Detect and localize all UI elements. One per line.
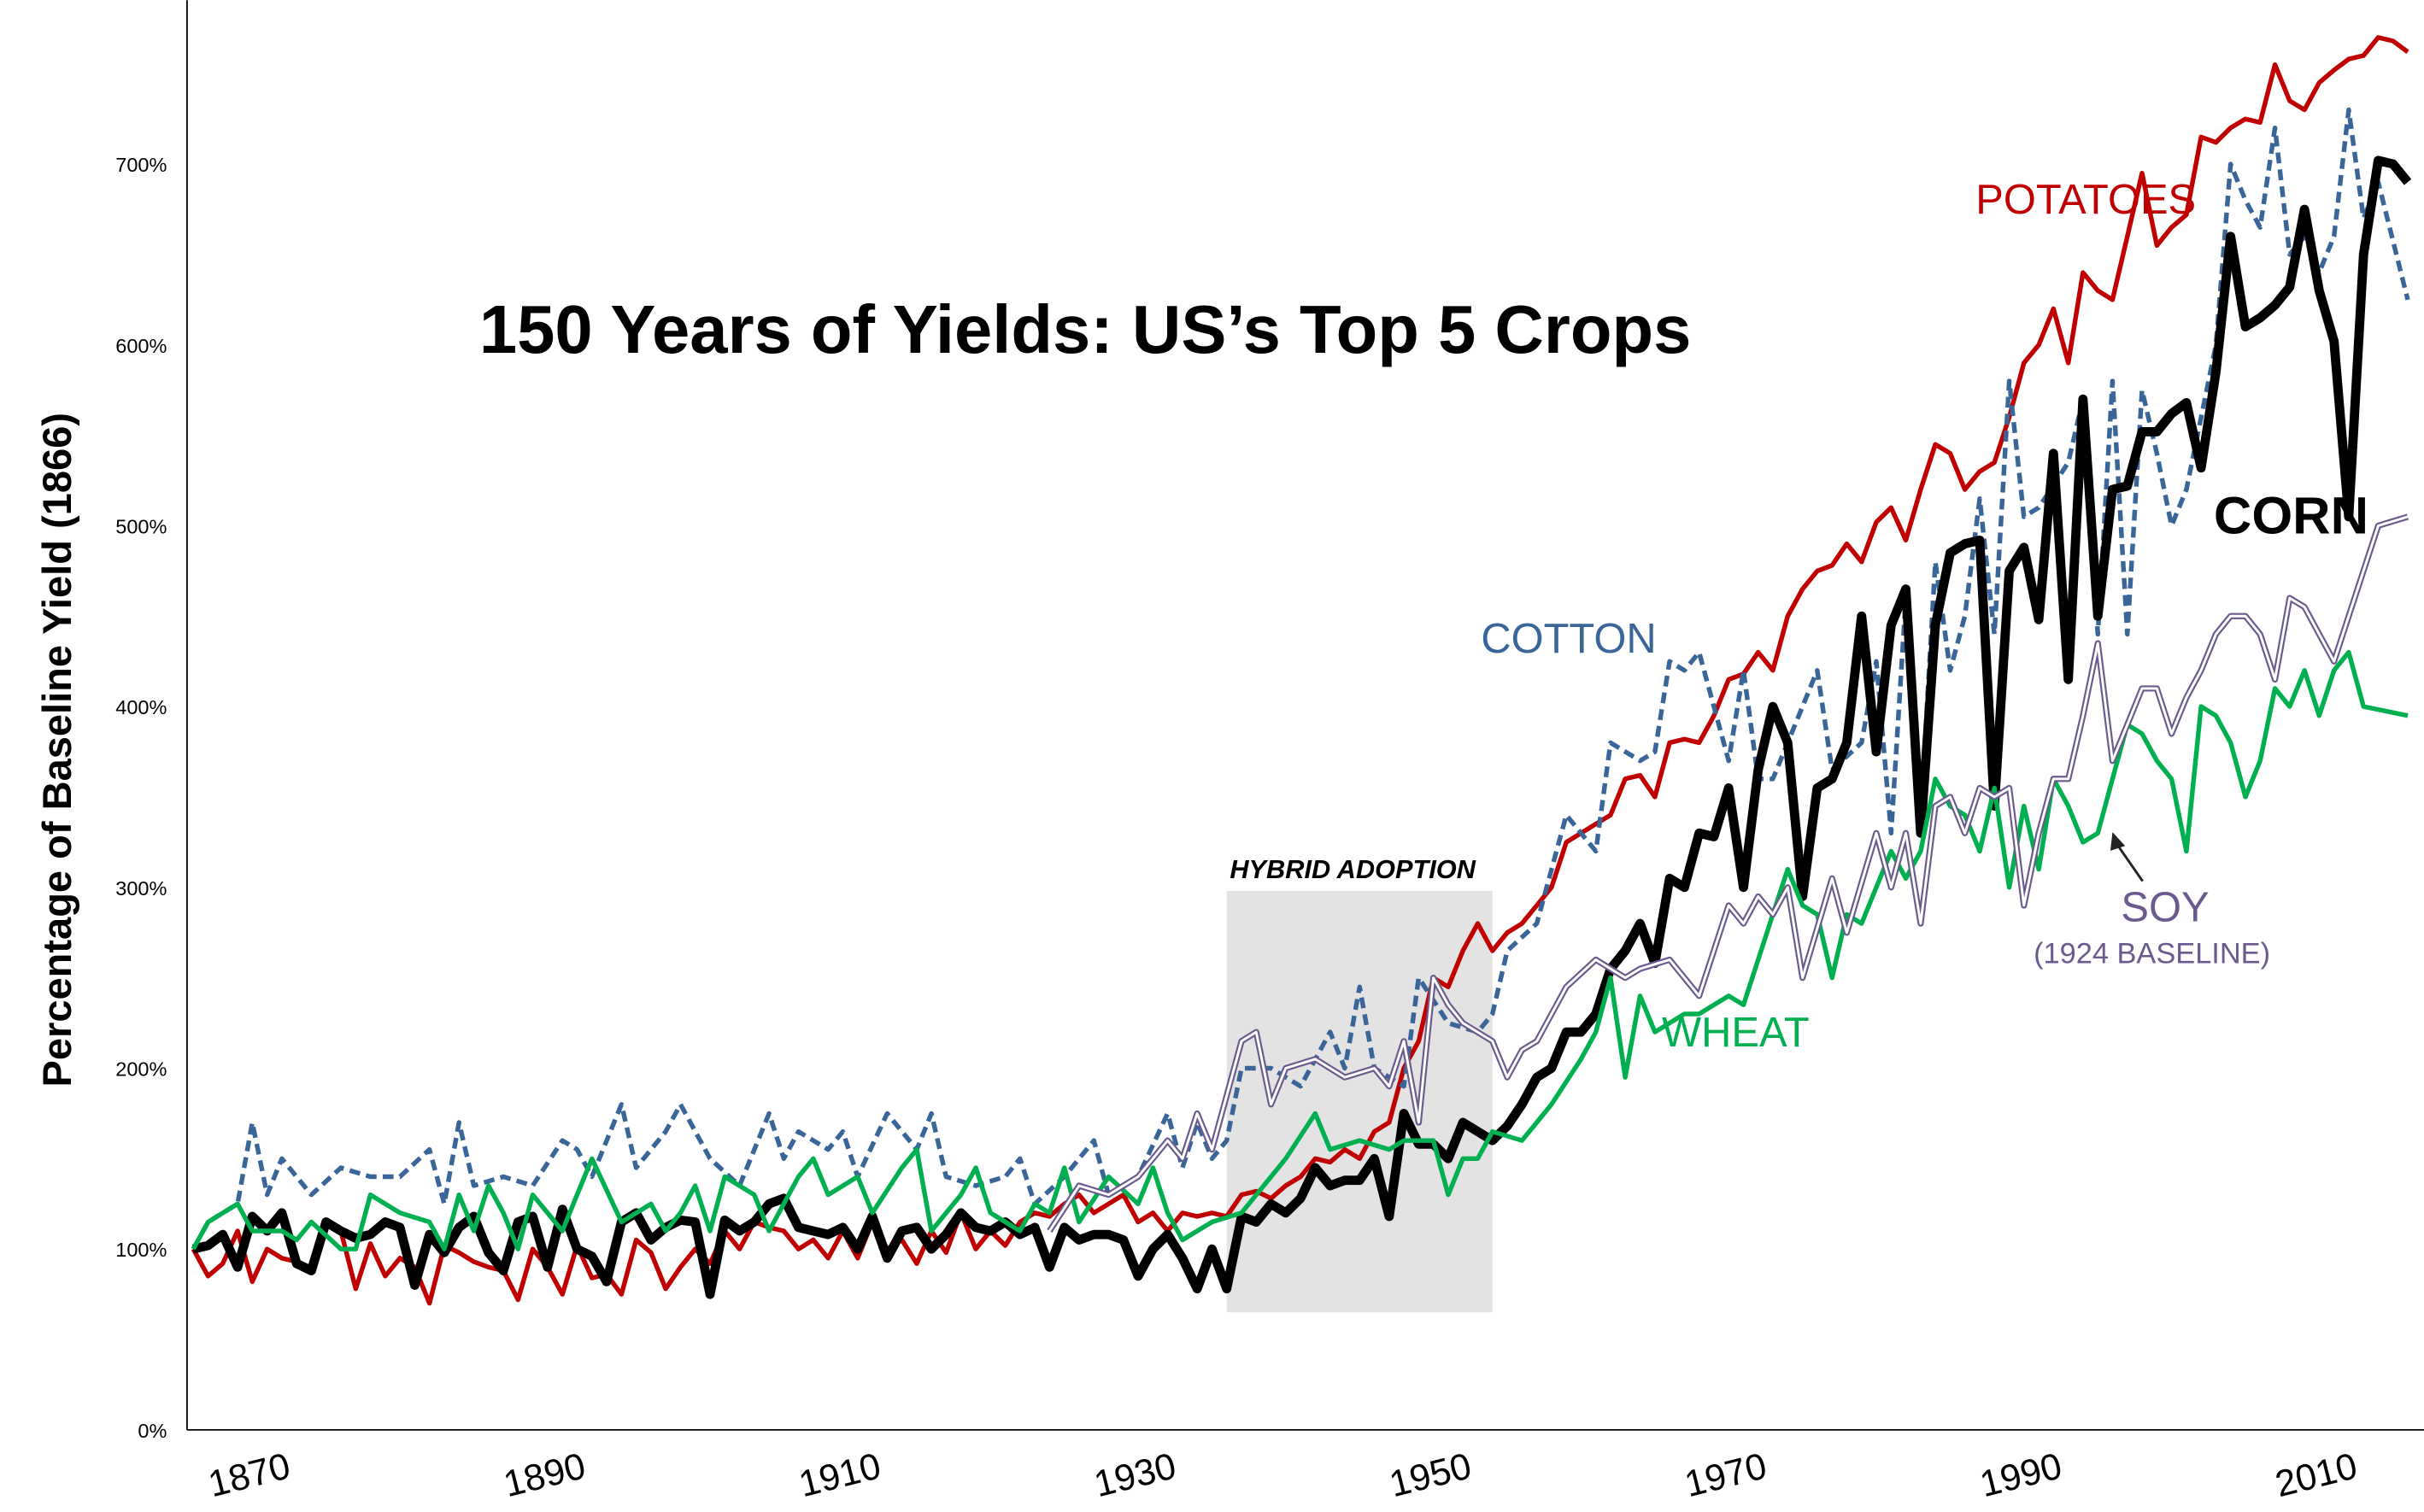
y-tick-label: 0% xyxy=(138,1420,167,1442)
soy-arrow-line xyxy=(2116,843,2144,882)
shaded-region-label: HYBRID ADOPTION xyxy=(1230,854,1476,884)
y-tick-label: 300% xyxy=(115,877,167,900)
y-axis-label: Percentage of Baseline Yield (1866) xyxy=(34,413,79,1087)
y-tick-label: 200% xyxy=(115,1058,167,1081)
x-tick-label: 1950 xyxy=(1386,1445,1476,1505)
label-corn: CORN xyxy=(2214,486,2368,545)
label-wheat: WHEAT xyxy=(1662,1010,1810,1056)
y-tick-label: 100% xyxy=(115,1239,167,1261)
series-line-soy-inner xyxy=(1048,515,2409,1232)
series-line-wheat xyxy=(191,649,2409,1251)
x-tick-label: 1870 xyxy=(204,1445,294,1505)
label-soy-baseline: (1924 BASELINE) xyxy=(2034,937,2270,970)
x-tick-label: 2010 xyxy=(2271,1445,2361,1505)
x-tick-label: 1930 xyxy=(1090,1445,1180,1505)
y-tick-label: 700% xyxy=(115,154,167,176)
chart-title: 150 Years of Yields: US’s Top 5 Crops xyxy=(479,291,1692,367)
label-potatoes: POTATOES xyxy=(1975,177,2196,223)
hybrid-adoption-region xyxy=(1226,891,1493,1313)
x-tick-label: 1910 xyxy=(795,1445,884,1505)
y-tick-label: 400% xyxy=(115,696,167,718)
y-tick-label: 600% xyxy=(115,335,167,357)
series-line-potatoes xyxy=(191,35,2409,1306)
soy-arrow-head-icon xyxy=(2110,832,2126,851)
y-tick-label: 500% xyxy=(115,515,167,537)
x-tick-label: 1890 xyxy=(500,1445,590,1505)
x-tick-label: 1970 xyxy=(1681,1445,1770,1505)
label-cotton: COTTON xyxy=(1481,616,1656,662)
x-tick-label: 1990 xyxy=(1976,1445,2066,1505)
label-soy: SOY xyxy=(2121,885,2209,931)
series-line-corn xyxy=(191,155,2412,1299)
